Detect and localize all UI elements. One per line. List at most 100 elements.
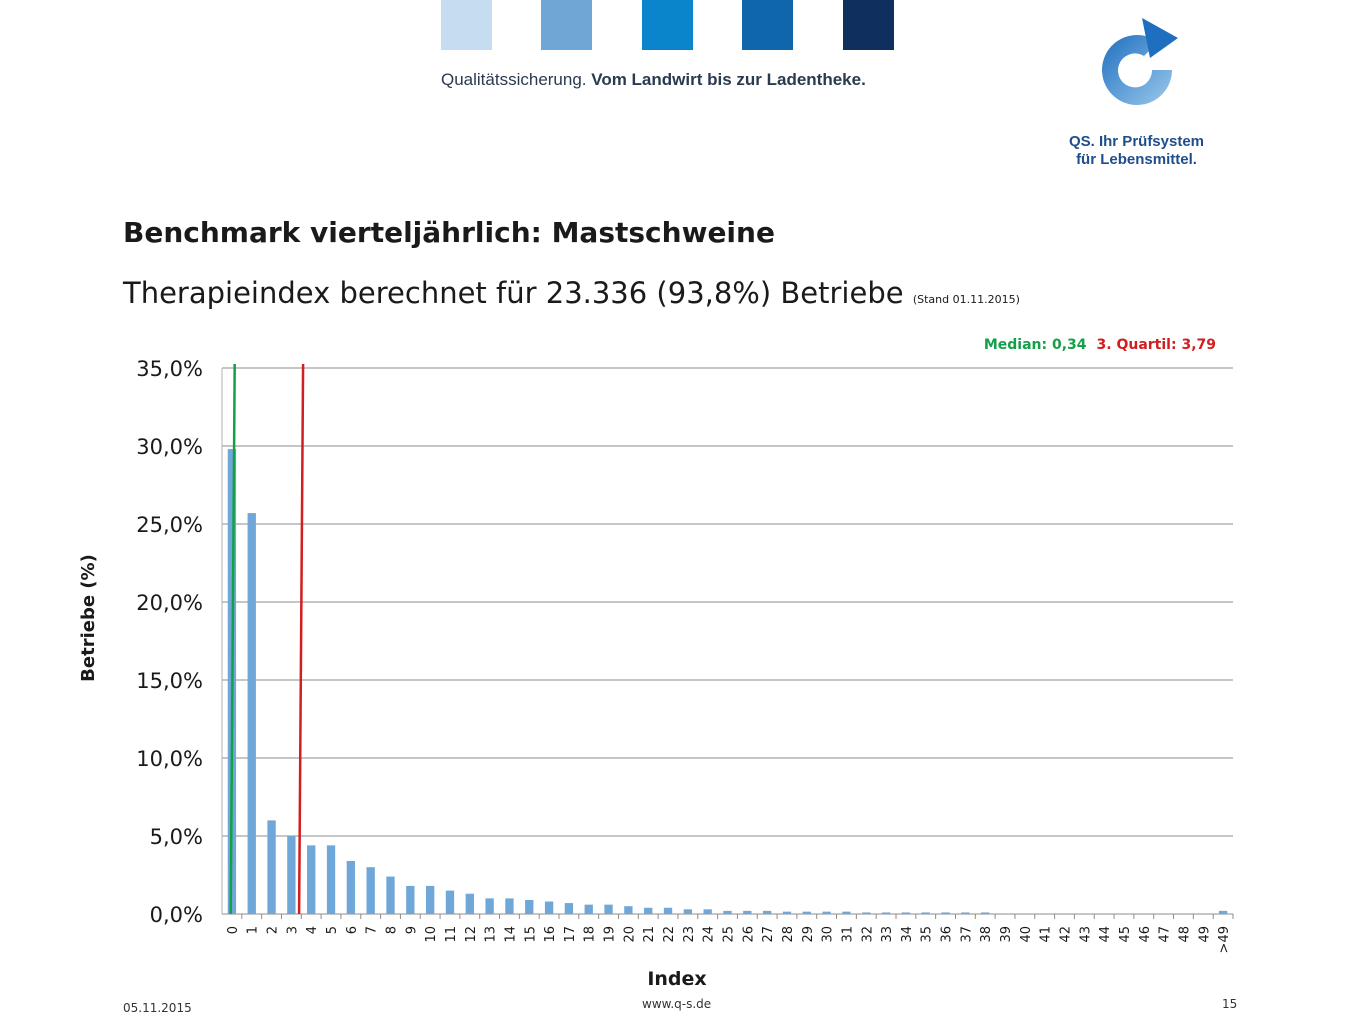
bar [921, 912, 930, 914]
bar [644, 907, 653, 914]
x-tick-label: 24 [702, 926, 717, 943]
bar [307, 845, 316, 914]
x-tick-label: 0 [226, 926, 241, 934]
grid-lines [222, 367, 1233, 915]
x-tick-label: 8 [385, 926, 400, 934]
x-tick-label: 25 [722, 926, 737, 943]
x-tick-labels: 0 1 2 3 4 5 6 7 8 9 10 11 12 13 14 15 16 17 18 19 20 21 22 23 24… [226, 914, 1234, 953]
bar [981, 912, 990, 914]
x-tick-label: 45 [1118, 926, 1133, 943]
x-tick-label: 38 [979, 926, 994, 943]
bar [624, 906, 633, 914]
bar [425, 885, 435, 914]
x-tick-label: 10 [424, 926, 439, 943]
y-tick-labels: 0,0% 5,0% 10,0% 15,0% 20,0% 25,0% 30,0% 35,0% [136, 357, 203, 927]
bar [941, 912, 950, 914]
x-tick-label: 48 [1177, 926, 1192, 943]
bar [683, 909, 693, 914]
x-tick-label: 7 [365, 926, 380, 934]
tagline-bold: Vom Landwirt bis zur Ladentheke. [591, 70, 866, 89]
x-tick-label: 4 [305, 926, 320, 934]
bar [406, 885, 415, 914]
x-tick-label: 11 [444, 926, 459, 943]
bar [584, 904, 593, 914]
bar [267, 820, 276, 914]
header-bar [742, 0, 793, 50]
bar [505, 898, 514, 914]
bar [525, 899, 534, 914]
bar [564, 903, 574, 914]
y-tick-label: 20,0% [136, 591, 203, 615]
bar [366, 867, 375, 914]
logo-text: QS. Ihr Prüfsystem für Lebensmittel. [1064, 133, 1209, 169]
bar [326, 845, 336, 914]
bar [862, 912, 871, 914]
x-tick-label: 29 [801, 926, 816, 943]
x-tick-label: 34 [900, 926, 915, 943]
y-tick-label: 0,0% [150, 903, 203, 927]
y-axis-label: Betriebe (%) [78, 554, 99, 682]
x-tick-label: 31 [840, 926, 855, 943]
x-tick-label: 32 [860, 926, 875, 943]
x-tick-label: 14 [503, 926, 518, 943]
bar [1218, 910, 1228, 914]
x-tick-label: 26 [741, 926, 756, 943]
x-tick-label: 19 [603, 926, 618, 943]
header-bar [642, 0, 693, 50]
x-tick-label: 33 [880, 926, 895, 943]
x-tick-label: 2 [266, 926, 281, 934]
x-tick-label: 20 [622, 926, 637, 943]
bar [445, 890, 455, 914]
bar [465, 893, 474, 914]
stats-legend: Median: 0,34 3. Quartil: 3,79 [984, 337, 1216, 353]
footer-date: 05.11.2015 [123, 1001, 192, 1015]
x-axis-label: Index [647, 968, 706, 990]
x-tick-label: 40 [1019, 926, 1034, 943]
bar [762, 910, 772, 914]
header-bar [843, 0, 894, 50]
bar [822, 911, 831, 914]
bar [485, 898, 494, 914]
x-tick-label: 47 [1158, 926, 1173, 943]
logo-line-2: für Lebensmittel. [1076, 151, 1197, 168]
reference-lines [229, 363, 305, 915]
x-tick-label: 21 [642, 926, 657, 943]
subtitle-text: Therapieindex berechnet für 23.336 (93,8… [123, 276, 904, 310]
header-bar [441, 0, 492, 50]
x-tick-label: 37 [959, 926, 974, 943]
tagline-regular: Qualitätssicherung. [441, 70, 592, 89]
bar [842, 911, 851, 914]
x-tick-label: 22 [662, 926, 677, 943]
x-tick-label: 12 [464, 926, 479, 943]
bar [544, 901, 554, 914]
quartil-label: 3. Quartil: 3,79 [1096, 337, 1216, 353]
reference-line [229, 363, 236, 915]
bar [287, 836, 296, 914]
x-tick-label: 39 [999, 926, 1014, 943]
bar [604, 904, 613, 914]
median-label: Median: 0,34 [983, 337, 1087, 353]
logo-line-1: QS. Ihr Prüfsystem [1068, 133, 1205, 150]
y-tick-label: 30,0% [136, 435, 203, 459]
x-tick-label: 43 [1078, 926, 1093, 943]
bar [247, 513, 256, 914]
x-tick-label: 17 [563, 926, 578, 943]
bar [961, 912, 970, 914]
bar [346, 860, 356, 914]
x-tick-label: 9 [404, 926, 419, 934]
x-tick-label: 46 [1138, 926, 1153, 943]
x-tick-label: 6 [345, 926, 360, 934]
y-tick-label: 10,0% [136, 747, 203, 771]
y-tick-label: 15,0% [136, 669, 203, 693]
reference-line [297, 363, 305, 915]
x-tick-label: 36 [940, 926, 955, 943]
qs-logo-icon [1102, 18, 1178, 106]
header-bar [541, 0, 592, 50]
header-tagline: Qualitätssicherung. Vom Landwirt bis zur… [441, 70, 866, 90]
x-tick-label: 44 [1098, 926, 1113, 943]
bar [743, 910, 752, 914]
x-tick-label: 15 [523, 926, 538, 943]
x-tick-label: 18 [583, 926, 598, 943]
x-tick-label: 28 [781, 926, 796, 943]
x-tick-label: 1 [246, 926, 261, 934]
